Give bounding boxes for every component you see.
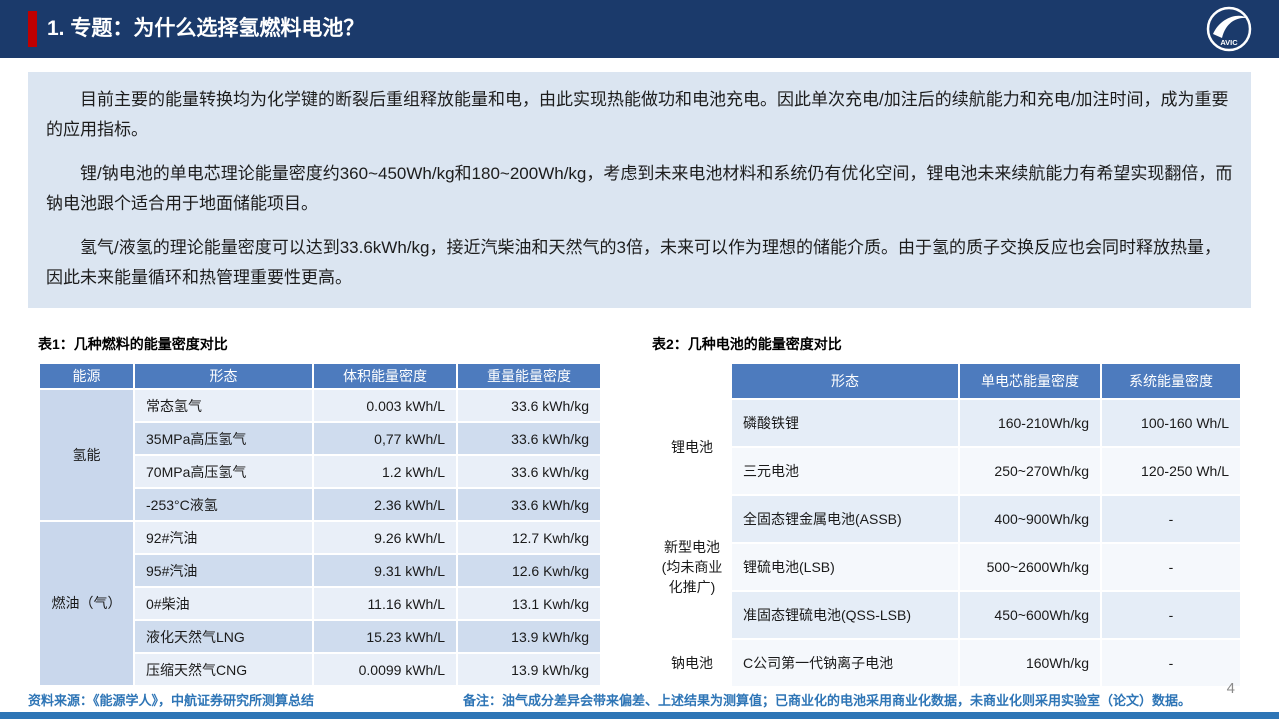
table-row: 95#汽油 9.31 kWh/L 12.6 Kwh/kg <box>39 553 602 588</box>
table-cell: 9.31 kWh/L <box>312 553 458 588</box>
table-row: 三元电池 250~270Wh/kg 120-250 Wh/L <box>653 446 1242 496</box>
table-row: 燃油（气） 92#汽油 9.26 kWh/L 12.7 Kwh/kg <box>38 520 602 687</box>
table-cell: 15.23 kWh/L <box>312 619 458 654</box>
table-cell: 11.16 kWh/L <box>312 586 458 621</box>
column-header: 单电芯能量密度 <box>958 362 1102 400</box>
table-cell: 100-160 Wh/L <box>1100 398 1242 448</box>
avic-logo-icon: AVIC <box>1205 5 1253 53</box>
table-cell: 压缩天然气CNG <box>133 652 314 687</box>
table-cell: 250~270Wh/kg <box>958 446 1102 496</box>
table-cell: C公司第一代钠离子电池 <box>730 638 960 688</box>
table-row: -253°C液氢 2.36 kWh/L 33.6 kWh/kg <box>39 487 602 522</box>
table-cell: 160Wh/kg <box>958 638 1102 688</box>
remark-note: 备注：油气成分差异会带来偏差、上述结果为测算值；已商业化的电池采用商业化数据，未… <box>462 693 1191 708</box>
table-cell: 磷酸铁锂 <box>730 398 960 448</box>
source-note: 资料来源：《能源学人》，中航证券研究所测算总结 <box>28 693 315 708</box>
table-cell: 120-250 Wh/L <box>1100 446 1242 496</box>
table-row: 钠电池 C公司第一代钠离子电池 160Wh/kg - <box>652 638 1242 688</box>
table2-caption: 表2：几种电池的能量密度对比 <box>652 336 842 352</box>
table1-caption: 表1：几种燃料的能量密度对比 <box>38 336 228 352</box>
table-cell: 1.2 kWh/L <box>312 454 458 489</box>
table-cell: - <box>1100 494 1242 544</box>
group-cell: 新型电池(均未商业化推广) <box>652 494 732 640</box>
table-cell: 三元电池 <box>730 446 960 496</box>
table-cell: 33.6 kWh/kg <box>456 487 602 522</box>
table-cell: 400~900Wh/kg <box>958 494 1102 544</box>
table-row: 锂电池 磷酸铁锂 160-210Wh/kg 100-160 Wh/L <box>652 398 1242 496</box>
table-row: 氢能 常态氢气 0.003 kWh/L 33.6 kWh/kg <box>38 388 602 522</box>
column-header <box>652 362 732 400</box>
group-cell: 燃油（气） <box>38 520 135 687</box>
table-row: 70MPa高压氢气 1.2 kWh/L 33.6 kWh/kg <box>39 454 602 489</box>
page-number: 4 <box>1226 680 1235 697</box>
table-cell: 35MPa高压氢气 <box>133 421 314 456</box>
table-cell: - <box>1100 590 1242 640</box>
table-cell: 33.6 kWh/kg <box>456 454 602 489</box>
table-cell: 2.36 kWh/L <box>312 487 458 522</box>
bottom-accent-strip <box>0 712 1279 719</box>
table-cell: -253°C液氢 <box>133 487 314 522</box>
summary-paragraph-3: 氢气/液氢的理论能量密度可以达到33.6kWh/kg，接近汽柴油和天然气的3倍，… <box>46 238 1221 287</box>
table-row: 35MPa高压氢气 0,77 kWh/L 33.6 kWh/kg <box>39 421 602 456</box>
column-header: 重量能量密度 <box>456 362 602 390</box>
table-cell: - <box>1100 638 1242 688</box>
table-row: 压缩天然气CNG 0.0099 kWh/L 13.9 kWh/kg <box>39 652 602 687</box>
table-cell: 13.1 Kwh/kg <box>456 586 602 621</box>
table-cell: 液化天然气LNG <box>133 619 314 654</box>
column-header: 能源 <box>38 362 135 390</box>
table-cell: 准固态锂硫电池(QSS-LSB) <box>730 590 960 640</box>
table-cell: 33.6 kWh/kg <box>456 388 602 423</box>
table-cell: 常态氢气 <box>133 388 314 423</box>
header-bar: 1. 专题：为什么选择氢燃料电池？ AVIC <box>0 0 1279 58</box>
table-cell: 13.9 kWh/kg <box>456 619 602 654</box>
table-cell: 33.6 kWh/kg <box>456 421 602 456</box>
table-cell: 9.26 kWh/L <box>312 520 458 555</box>
table-cell: 70MPa高压氢气 <box>133 454 314 489</box>
battery-density-table: 形态 单电芯能量密度 系统能量密度 锂电池 磷酸铁锂 160-210Wh/kg 100-16… <box>652 362 1242 688</box>
table-cell: 95#汽油 <box>133 553 314 588</box>
footer: 资料来源：《能源学人》，中航证券研究所测算总结 备注：油气成分差异会带来偏差、上… <box>28 690 1191 709</box>
table-cell: - <box>1100 542 1242 592</box>
table-cell: 0.0099 kWh/L <box>312 652 458 687</box>
table-row: 新型电池(均未商业化推广) 全固态锂金属电池(ASSB) 400~900Wh/kg - <box>652 494 1242 640</box>
table-cell: 0.003 kWh/L <box>312 388 458 423</box>
table-cell: 500~2600Wh/kg <box>958 542 1102 592</box>
table-row: 液化天然气LNG 15.23 kWh/L 13.9 kWh/kg <box>39 619 602 654</box>
battery-density-table-section: 表2：几种电池的能量密度对比 形态 单电芯能量密度 系统能量密度 锂电池 磷酸铁锂 160… <box>652 334 1242 688</box>
summary-paragraph-2: 锂/钠电池的单电芯理论能量密度约360~450Wh/kg和180~200Wh/k… <box>46 164 1233 213</box>
svg-text:AVIC: AVIC <box>1220 38 1238 47</box>
fuel-density-table-section: 表1：几种燃料的能量密度对比 能源 形态 体积能量密度 重量能量密度 氢能 常态氢气 0.0… <box>38 334 602 687</box>
table-cell: 450~600Wh/kg <box>958 590 1102 640</box>
table-cell: 12.7 Kwh/kg <box>456 520 602 555</box>
table-row: 准固态锂硫电池(QSS-LSB) 450~600Wh/kg - <box>653 590 1242 640</box>
table-cell: 全固态锂金属电池(ASSB) <box>730 494 960 544</box>
red-accent-bar <box>28 11 37 47</box>
column-header: 体积能量密度 <box>312 362 458 390</box>
summary-block: 目前主要的能量转换均为化学键的断裂后重组释放能量和电，由此实现热能做功和电池充电… <box>28 72 1251 308</box>
table-cell: 13.9 kWh/kg <box>456 652 602 687</box>
column-header: 形态 <box>730 362 960 400</box>
table-cell: 12.6 Kwh/kg <box>456 553 602 588</box>
page-title: 1. 专题：为什么选择氢燃料电池？ <box>47 17 365 40</box>
table-cell: 0,77 kWh/L <box>312 421 458 456</box>
group-cell: 钠电池 <box>652 638 732 688</box>
fuel-density-table: 能源 形态 体积能量密度 重量能量密度 氢能 常态氢气 0.003 kWh/L 33.6 kW… <box>38 362 602 687</box>
table-row: 0#柴油 11.16 kWh/L 13.1 Kwh/kg <box>39 586 602 621</box>
column-header: 系统能量密度 <box>1100 362 1242 400</box>
column-header: 形态 <box>133 362 314 390</box>
group-cell: 锂电池 <box>652 398 732 496</box>
table-cell: 0#柴油 <box>133 586 314 621</box>
table-cell: 160-210Wh/kg <box>958 398 1102 448</box>
table-row: 锂硫电池(LSB) 500~2600Wh/kg - <box>653 542 1242 592</box>
summary-paragraph-1: 目前主要的能量转换均为化学键的断裂后重组释放能量和电，由此实现热能做功和电池充电… <box>46 90 1229 139</box>
table-cell: 锂硫电池(LSB) <box>730 542 960 592</box>
group-cell: 氢能 <box>38 388 135 522</box>
table-cell: 92#汽油 <box>133 520 314 555</box>
